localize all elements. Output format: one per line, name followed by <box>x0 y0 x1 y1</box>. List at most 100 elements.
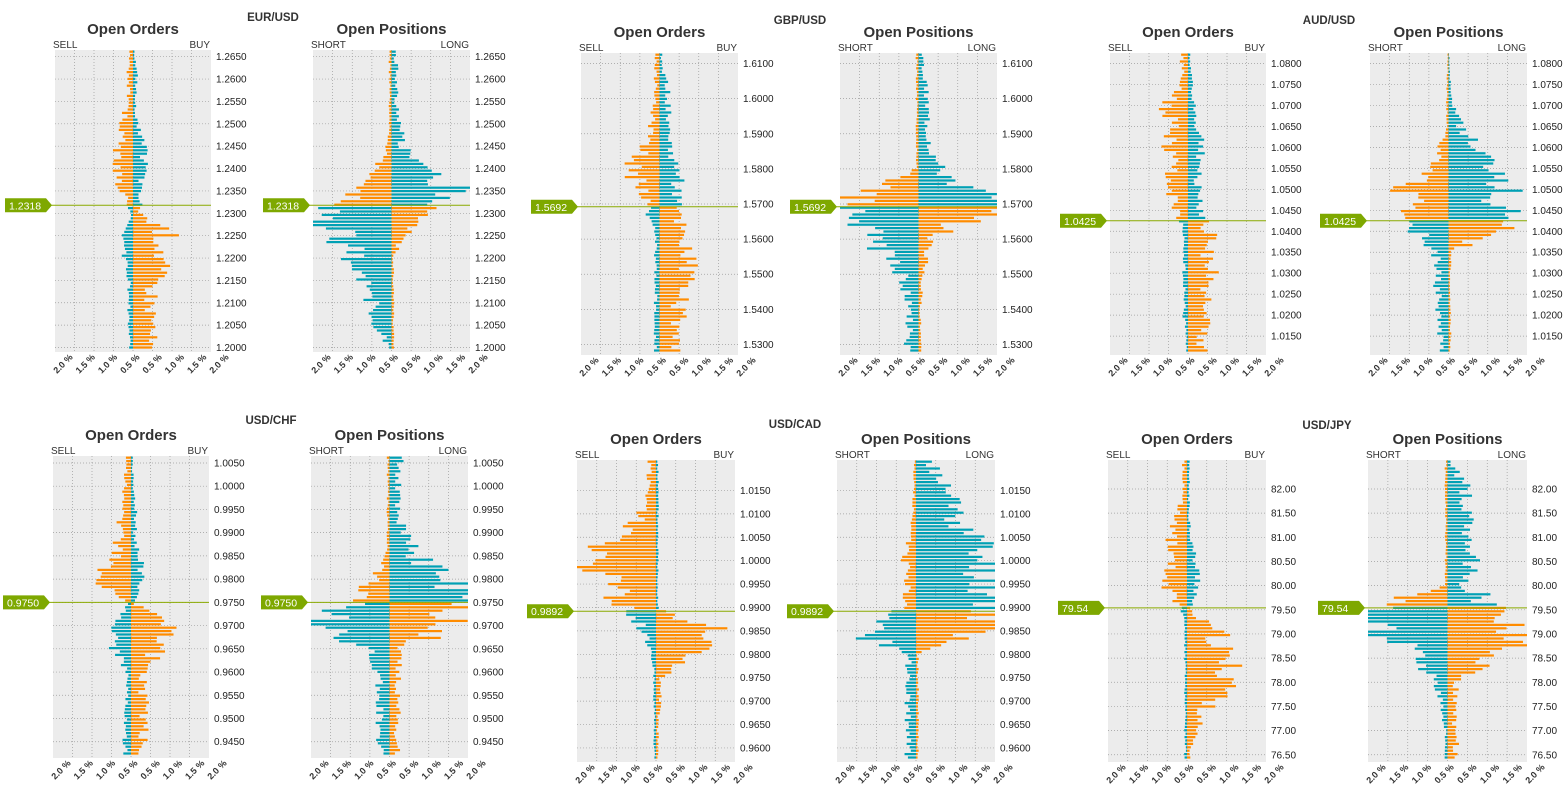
bar-right <box>391 234 406 237</box>
bar-left <box>376 691 390 694</box>
pair-title: USD/JPY <box>1302 420 1352 432</box>
bar-right <box>659 257 697 260</box>
bar-right <box>659 278 695 281</box>
side-label-right: BUY <box>1244 450 1265 461</box>
bar-left <box>121 234 133 237</box>
bar-right <box>1188 308 1204 311</box>
current-price-label: 79.54 <box>1062 603 1088 615</box>
bar-left <box>368 312 392 315</box>
bar-left <box>1439 586 1448 589</box>
bar-right <box>1447 688 1459 691</box>
y-tick-label: 0.9750 <box>214 598 245 609</box>
bar-left <box>645 640 656 643</box>
bar-right <box>1188 87 1192 90</box>
bar-left <box>1433 284 1449 287</box>
bar-left <box>886 244 919 247</box>
bar-right <box>389 742 397 745</box>
bar-right <box>1448 216 1509 219</box>
bar-left <box>656 60 660 63</box>
positions-title: Open Positions <box>1392 431 1502 448</box>
bar-left <box>1434 281 1449 284</box>
bar-right <box>131 558 139 561</box>
bar-left <box>1184 617 1187 620</box>
bar-left <box>129 319 133 322</box>
bar-left <box>1446 84 1449 87</box>
y-tick-label: 0.9800 <box>1000 650 1031 661</box>
bar-left <box>376 711 390 714</box>
bar-right <box>131 698 146 701</box>
bar-left <box>1174 518 1187 521</box>
bar-right <box>1448 142 1468 145</box>
bar-right <box>918 329 921 332</box>
bar-left <box>647 634 656 637</box>
bar-right <box>389 524 407 527</box>
bar-left <box>906 736 916 739</box>
bar-left <box>388 477 390 480</box>
bar-left <box>1444 736 1448 739</box>
x-tick-label: 1.0 % <box>94 758 117 781</box>
bar-left <box>647 501 656 504</box>
bar-left <box>125 704 131 707</box>
y-tick-label: 0.9700 <box>1000 697 1031 708</box>
bar-right <box>916 753 918 756</box>
bar-left <box>1177 504 1187 507</box>
bar-left <box>1445 511 1448 514</box>
bar-right <box>391 94 398 97</box>
bar-right <box>1448 240 1463 243</box>
bar-right <box>131 660 151 663</box>
bar-left <box>350 261 392 264</box>
bar-left <box>1405 600 1448 603</box>
bar-left <box>1426 664 1448 667</box>
pair-title: USD/CHF <box>245 415 296 427</box>
bar-right <box>659 206 677 209</box>
bar-left <box>648 135 660 138</box>
bar-right <box>656 535 659 538</box>
y-tick-label: 82.00 <box>1532 484 1557 495</box>
bar-left <box>1172 589 1187 592</box>
y-tick-label: 81.00 <box>1532 533 1557 544</box>
bar-left <box>1171 206 1188 209</box>
bar-left <box>371 664 390 667</box>
bar-left <box>389 111 392 114</box>
bar-right <box>389 694 401 697</box>
bar-right <box>1187 559 1193 562</box>
bar-left <box>385 149 392 152</box>
bar-left <box>916 63 919 66</box>
bar-right <box>131 684 145 687</box>
bar-left <box>910 172 919 175</box>
bar-right <box>133 105 137 108</box>
bar-right <box>389 636 441 639</box>
bar-right <box>391 162 424 165</box>
bar-left <box>653 719 656 722</box>
bar-right <box>1447 494 1473 497</box>
bar-right <box>918 254 925 257</box>
bar-right <box>916 600 995 603</box>
bar-right <box>389 477 399 480</box>
bar-right <box>391 247 400 250</box>
y-tick-label: 76.50 <box>1532 750 1557 761</box>
bar-right <box>1188 148 1199 151</box>
x-tick-label: 0.5 % <box>1195 762 1218 785</box>
bar-left <box>1182 477 1187 480</box>
bar-left <box>1184 644 1187 647</box>
bar-right <box>1448 91 1451 94</box>
bar-right <box>1187 576 1195 579</box>
y-tick-label: 1.2250 <box>475 231 506 242</box>
bar-left <box>1178 125 1188 128</box>
bar-right <box>389 616 436 619</box>
bar-left <box>122 742 131 745</box>
x-tick-label: 2.0 % <box>1366 355 1389 378</box>
bar-left <box>123 657 131 660</box>
bar-right <box>656 685 661 688</box>
bar-left <box>1182 501 1187 504</box>
bar-left <box>1179 603 1187 606</box>
bar-right <box>1447 498 1462 501</box>
bar-left <box>654 288 660 291</box>
bar-left <box>653 688 656 691</box>
y-tick-label: 0.9800 <box>740 650 771 661</box>
side-label-left: SHORT <box>838 43 873 54</box>
bar-right <box>656 749 659 752</box>
bar-left <box>1184 467 1187 470</box>
bar-right <box>131 701 149 704</box>
bar-left <box>1437 332 1449 335</box>
